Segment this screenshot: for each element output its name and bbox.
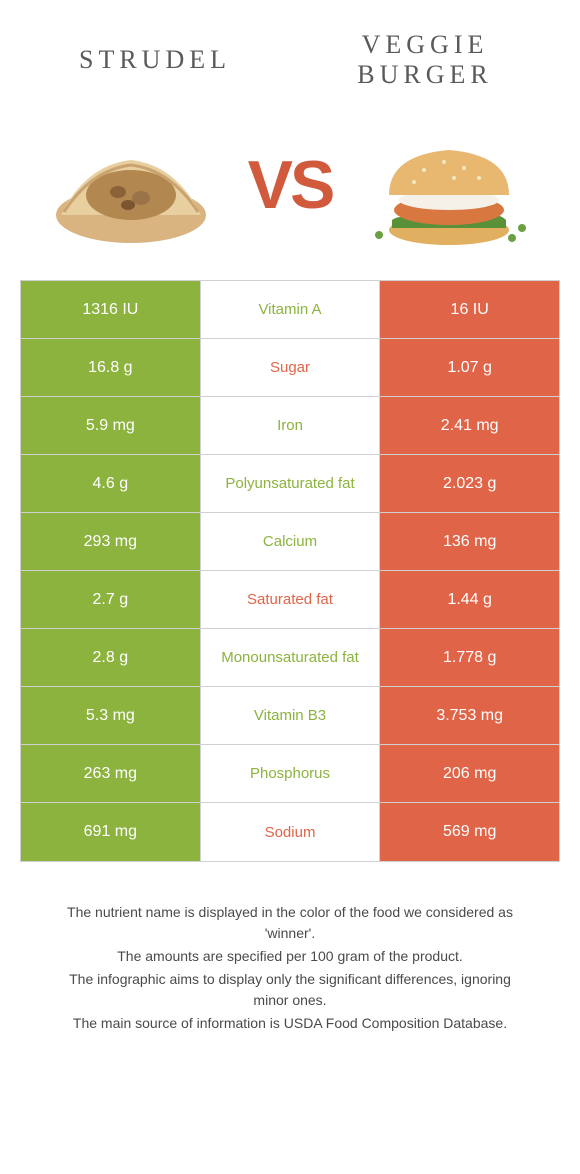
nutrient-name-cell: Calcium	[200, 513, 381, 570]
left-value-cell: 2.7 g	[21, 571, 200, 628]
right-value-cell: 569 mg	[380, 803, 559, 861]
table-row: 5.9 mgIron2.41 mg	[21, 397, 559, 455]
table-row: 1316 IUVitamin A16 IU	[21, 281, 559, 339]
left-value-cell: 1316 IU	[21, 281, 200, 338]
right-value-cell: 3.753 mg	[380, 687, 559, 744]
nutrient-name-cell: Sodium	[200, 803, 381, 861]
nutrient-name-cell: Phosphorus	[200, 745, 381, 802]
left-value-cell: 263 mg	[21, 745, 200, 802]
footer-line-4: The main source of information is USDA F…	[50, 1013, 530, 1034]
table-row: 4.6 gPolyunsaturated fat2.023 g	[21, 455, 559, 513]
right-value-cell: 16 IU	[380, 281, 559, 338]
nutrient-name-cell: Iron	[200, 397, 381, 454]
nutrient-name-cell: Monounsaturated fat	[200, 629, 381, 686]
table-row: 5.3 mgVitamin B33.753 mg	[21, 687, 559, 745]
table-row: 691 mgSodium569 mg	[21, 803, 559, 861]
left-food-title: STRUDEL	[34, 45, 277, 75]
right-food-title: VEGGIE BURGER	[304, 30, 547, 90]
burger-image	[364, 120, 534, 250]
right-value-cell: 1.07 g	[380, 339, 559, 396]
table-row: 293 mgCalcium136 mg	[21, 513, 559, 571]
right-value-cell: 2.023 g	[380, 455, 559, 512]
comparison-table: 1316 IUVitamin A16 IU16.8 gSugar1.07 g5.…	[20, 280, 560, 862]
left-value-cell: 293 mg	[21, 513, 200, 570]
left-value-cell: 2.8 g	[21, 629, 200, 686]
left-value-cell: 5.9 mg	[21, 397, 200, 454]
nutrient-name-cell: Vitamin A	[200, 281, 381, 338]
vs-text: VS	[248, 146, 333, 224]
footer-line-1: The nutrient name is displayed in the co…	[50, 902, 530, 944]
left-value-cell: 16.8 g	[21, 339, 200, 396]
footer-line-2: The amounts are specified per 100 gram o…	[50, 946, 530, 967]
table-row: 263 mgPhosphorus206 mg	[21, 745, 559, 803]
right-value-cell: 1.44 g	[380, 571, 559, 628]
nutrient-name-cell: Polyunsaturated fat	[200, 455, 381, 512]
footer-line-3: The infographic aims to display only the…	[50, 969, 530, 1011]
left-value-cell: 4.6 g	[21, 455, 200, 512]
nutrient-name-cell: Sugar	[200, 339, 381, 396]
right-value-cell: 2.41 mg	[380, 397, 559, 454]
strudel-image	[46, 120, 216, 250]
table-row: 2.7 gSaturated fat1.44 g	[21, 571, 559, 629]
table-row: 16.8 gSugar1.07 g	[21, 339, 559, 397]
right-value-cell: 136 mg	[380, 513, 559, 570]
left-value-cell: 5.3 mg	[21, 687, 200, 744]
right-value-cell: 1.778 g	[380, 629, 559, 686]
footer: The nutrient name is displayed in the co…	[20, 902, 560, 1034]
nutrient-name-cell: Vitamin B3	[200, 687, 381, 744]
nutrient-name-cell: Saturated fat	[200, 571, 381, 628]
vs-section: VS	[20, 120, 560, 250]
right-value-cell: 206 mg	[380, 745, 559, 802]
header: STRUDEL VEGGIE BURGER	[20, 30, 560, 90]
table-row: 2.8 gMonounsaturated fat1.778 g	[21, 629, 559, 687]
left-value-cell: 691 mg	[21, 803, 200, 861]
